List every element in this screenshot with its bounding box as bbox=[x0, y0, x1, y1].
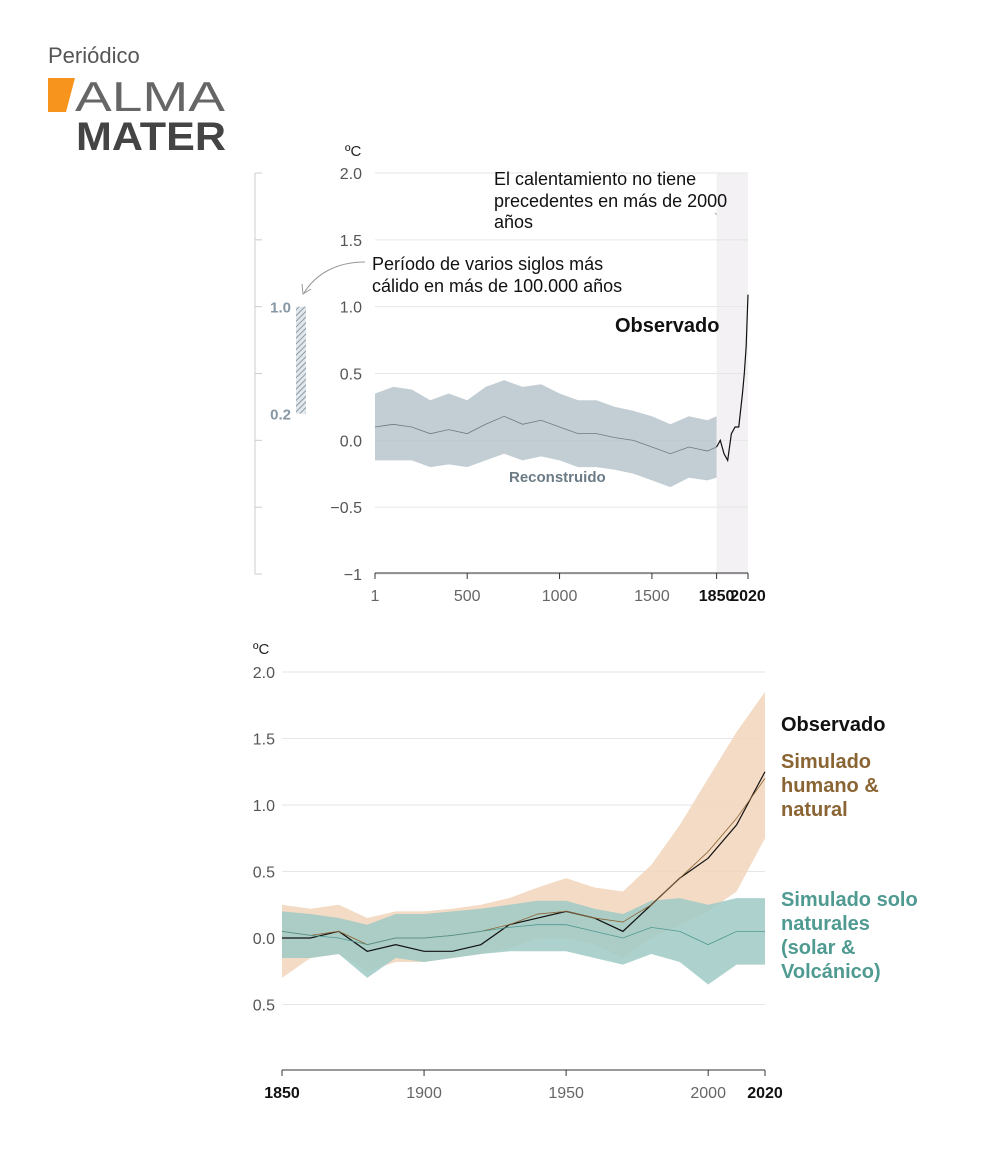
x-tick-label: 1900 bbox=[406, 1085, 442, 1102]
y-tick-label: 1.0 bbox=[340, 300, 362, 317]
series-line bbox=[374, 415, 717, 455]
x-tick-label: 1500 bbox=[634, 588, 670, 605]
series-line bbox=[281, 924, 765, 946]
x-tick-label: 2020 bbox=[747, 1085, 783, 1102]
y-tick-label: 0.0 bbox=[340, 433, 362, 450]
legend-entry: Simulado humano & natural bbox=[781, 751, 879, 821]
range-label: 0.2 bbox=[270, 407, 291, 424]
x-tick-label: 2000 bbox=[690, 1085, 726, 1102]
y-tick-label: −0.5 bbox=[330, 500, 362, 517]
y-tick-label: −1 bbox=[344, 567, 362, 584]
x-tick-label: 1 bbox=[371, 588, 380, 605]
logo-small: Periódico bbox=[48, 43, 140, 68]
legend-entry: Simulado solo naturales (solar & Volcáni… bbox=[781, 889, 918, 983]
x-tick-label: 1850 bbox=[264, 1085, 300, 1102]
series-label: Reconstruido bbox=[509, 469, 606, 486]
uncertainty-band bbox=[282, 898, 765, 985]
legend-entry: Observado bbox=[781, 714, 886, 736]
series-line bbox=[281, 778, 766, 946]
range-label: 1.0 bbox=[270, 300, 291, 317]
x-tick-label: 1850 bbox=[699, 588, 735, 605]
y-tick-label: 1.5 bbox=[253, 732, 275, 749]
y-tick-label: 0.5 bbox=[253, 998, 275, 1015]
y-axis-label: ºC bbox=[253, 641, 269, 658]
range-bar bbox=[296, 306, 306, 414]
series-line bbox=[282, 771, 766, 952]
y-tick-label: 0.5 bbox=[253, 865, 275, 882]
x-tick-label: 500 bbox=[454, 588, 481, 605]
logo-bottom: MATER bbox=[76, 115, 226, 159]
y-tick-label: 0.0 bbox=[253, 931, 275, 948]
x-tick-label: 1950 bbox=[548, 1085, 584, 1102]
uncertainty-band bbox=[375, 380, 717, 488]
series-line bbox=[716, 294, 749, 463]
arrow-head bbox=[301, 283, 312, 295]
logo-shape bbox=[48, 78, 75, 112]
x-tick-label: 1000 bbox=[542, 588, 578, 605]
annotation: Período de varios siglos más cálido en m… bbox=[372, 254, 623, 296]
logo-top: ALMA bbox=[75, 73, 225, 120]
x-tick-label: 2020 bbox=[730, 588, 766, 605]
y-tick-label: 2.0 bbox=[340, 166, 362, 183]
y-tick-label: 2.0 bbox=[253, 665, 275, 682]
annotation: El calentamiento no tiene precedentes en… bbox=[494, 169, 728, 233]
y-axis-label: ºC bbox=[345, 143, 361, 160]
y-tick-label: 1.5 bbox=[340, 233, 362, 250]
series-label: Observado bbox=[615, 315, 720, 337]
arrow bbox=[303, 261, 366, 294]
y-tick-label: 0.5 bbox=[340, 367, 362, 384]
y-tick-label: 1.0 bbox=[253, 798, 275, 815]
